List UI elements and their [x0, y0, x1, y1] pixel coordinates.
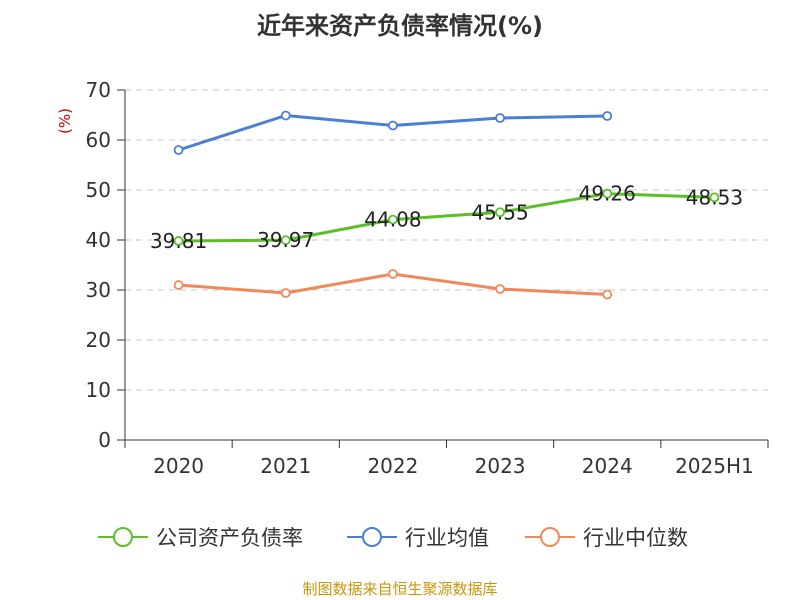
data-label: 39.97: [257, 228, 314, 252]
y-tick-label: 50: [86, 178, 111, 202]
data-label: 45.55: [471, 200, 528, 224]
x-tick-label: 2024: [582, 454, 633, 478]
data-point: [602, 111, 613, 121]
data-point: [388, 120, 398, 131]
y-tick-label: 30: [86, 278, 111, 302]
data-label: 44.08: [364, 208, 421, 232]
y-tick-label: 60: [86, 128, 111, 152]
legend: 公司资产负债率 行业均值 行业中位数: [98, 526, 688, 550]
legend-marker: [362, 527, 382, 547]
x-tick-label: 2025H1: [675, 454, 754, 478]
data-point: [495, 113, 505, 123]
legend-label: 行业中位数: [583, 526, 688, 550]
x-tick-label: 2021: [260, 454, 311, 478]
series-line: [178, 192, 715, 243]
legend-marker: [113, 527, 133, 547]
x-tick-label: 2020: [153, 454, 204, 478]
legend-label: 行业均值: [405, 526, 489, 550]
data-point: [280, 235, 291, 246]
data-point: [602, 188, 613, 199]
data-labels: 39.81 39.97 44.08 45.55 49.26 48.53: [150, 182, 743, 253]
data-point: [709, 192, 720, 203]
data-point: [495, 207, 505, 218]
data-point: [280, 288, 291, 298]
y-tick-label: 0: [98, 428, 111, 452]
y-tick-label: 20: [86, 328, 111, 352]
data-label: 49.26: [579, 182, 636, 206]
legend-marker: [540, 527, 560, 547]
grid-lines: [125, 89, 768, 391]
data-point: [388, 269, 398, 279]
data-point: [173, 280, 184, 290]
data-label: 48.53: [686, 185, 743, 209]
data-point: [388, 214, 398, 225]
y-tick-label: 70: [86, 78, 111, 102]
y-tick-label: 10: [86, 378, 111, 402]
x-tick-label: 2022: [367, 454, 418, 478]
x-tick-label: 2023: [475, 454, 526, 478]
data-point: [495, 284, 505, 294]
y-tick-label: 40: [86, 228, 111, 252]
chart-title: 近年来资产负债率情况(%): [257, 12, 543, 40]
data-point: [173, 145, 184, 155]
series-layer: [173, 110, 720, 300]
data-label: 39.81: [150, 229, 207, 253]
source-note: 制图数据来自恒生聚源数据库: [302, 580, 498, 598]
data-point: [602, 289, 613, 300]
data-point: [173, 236, 184, 246]
axes: 0 10 20 30 40 50 60 70 2020 2021 2022 2023 2024 2025H…: [86, 78, 769, 478]
legend-label: 公司资产负债率: [156, 526, 303, 550]
data-point: [280, 110, 291, 121]
